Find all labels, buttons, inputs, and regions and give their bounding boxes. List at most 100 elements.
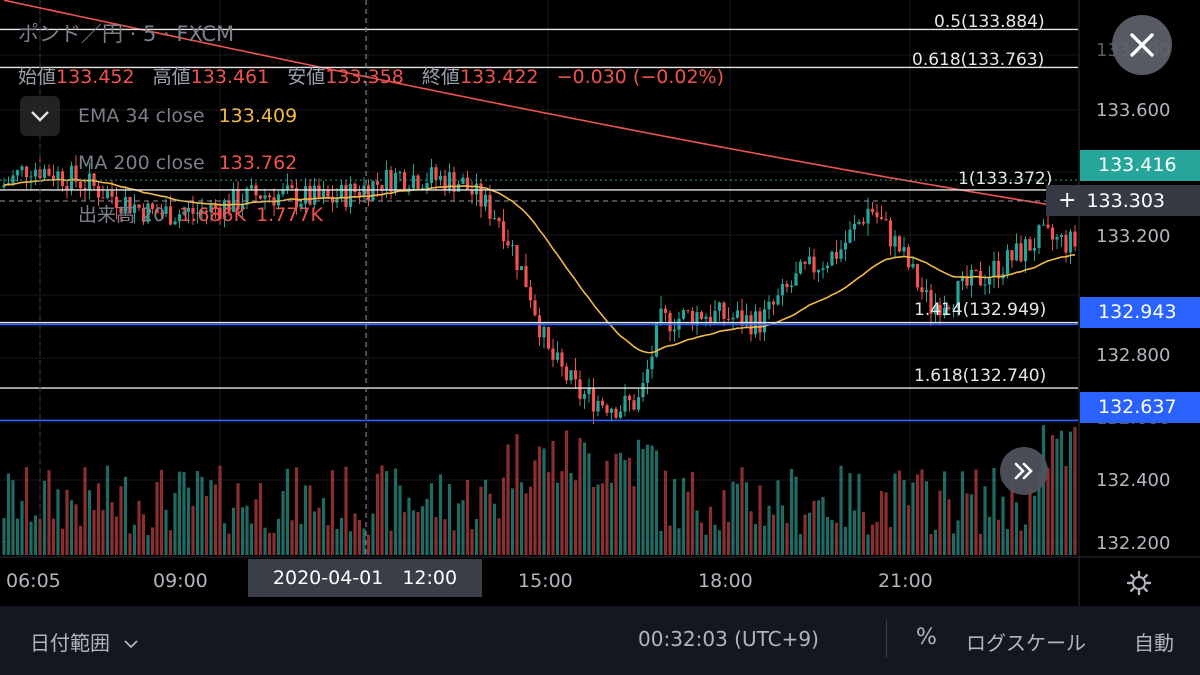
close-button[interactable] <box>1112 15 1172 75</box>
candle-body <box>960 275 965 282</box>
candle-body <box>731 317 735 320</box>
volume-bar <box>56 489 60 555</box>
volume-bar <box>380 465 384 555</box>
candle-body <box>222 200 227 219</box>
candle-body <box>321 190 326 198</box>
volume-bar <box>1005 529 1010 555</box>
volume-bar <box>155 482 159 555</box>
volume-bar <box>492 503 497 555</box>
volume-bar <box>312 511 317 555</box>
volume-bar <box>438 474 443 555</box>
candle-body <box>182 211 186 215</box>
scroll-to-latest-button[interactable] <box>1000 447 1048 495</box>
crosshair-price-tag[interactable]: +133.303 <box>1046 185 1200 216</box>
candle-body <box>821 268 825 270</box>
candle-body <box>173 221 177 225</box>
volume-bar <box>767 505 771 555</box>
candle-body <box>816 269 821 273</box>
volume-bar <box>479 486 483 555</box>
candle-body <box>686 310 690 312</box>
plus-icon: + <box>1058 188 1077 213</box>
clock-timezone[interactable]: 00:32:03 (UTC+9) <box>638 627 819 651</box>
volume-bar <box>974 469 978 555</box>
volume-bar <box>861 511 866 555</box>
volume-bar <box>465 479 470 555</box>
candle-body <box>695 312 699 326</box>
volume-bar <box>33 515 38 555</box>
ma-legend[interactable]: MA 200 close 133.762 <box>78 152 297 174</box>
volume-bar <box>839 465 843 555</box>
volume-bar <box>969 494 974 555</box>
volume-bar <box>69 500 74 555</box>
candle-body <box>456 183 461 192</box>
price-tick: 133.200 <box>1096 226 1171 247</box>
volume-bar <box>65 489 69 555</box>
candle-body <box>924 290 929 293</box>
volume-legend[interactable]: 出来高 20 1.686K 1.777K <box>78 200 323 227</box>
date-range-menu[interactable]: 日付範囲 <box>30 627 138 656</box>
candle-body <box>834 251 839 259</box>
candle-body <box>717 302 722 311</box>
volume-bar <box>321 498 326 555</box>
volume-bar <box>294 467 299 555</box>
volume-bar <box>447 484 452 555</box>
candle-body <box>659 308 663 323</box>
volume-bar <box>222 523 227 555</box>
candle-body <box>1068 231 1073 253</box>
candle-body <box>654 322 659 357</box>
collapse-legend-button[interactable] <box>20 96 60 136</box>
volume-bar <box>825 517 830 555</box>
candle-body <box>11 175 15 183</box>
low-label: 安値 <box>287 66 326 88</box>
candle-body <box>1046 224 1050 228</box>
hline-price-tag-upper: 132.943 <box>1080 297 1200 328</box>
volume-bar <box>713 524 717 555</box>
candle-body <box>587 387 591 395</box>
percent-scale-toggle[interactable]: % <box>916 625 937 650</box>
volume-bar <box>177 471 182 555</box>
candle-body <box>627 395 632 401</box>
fib-label-0-5: 0.5(133.884) <box>934 12 1045 32</box>
candle-body <box>582 394 587 399</box>
candle-body <box>942 307 947 316</box>
candle-body <box>1005 250 1010 274</box>
volume-bar <box>308 485 312 555</box>
candle-body <box>425 183 429 189</box>
volume-bar <box>510 488 515 555</box>
candle-body <box>303 185 308 204</box>
volume-bar <box>731 481 735 555</box>
crosshair <box>0 0 1078 556</box>
candle-body <box>726 318 731 320</box>
symbol-title[interactable]: ポンド／円 · 5 · FXCM <box>18 22 235 46</box>
auto-scale-toggle[interactable]: 自動 <box>1134 631 1174 655</box>
volume-bar <box>398 485 402 555</box>
candle-body <box>1010 250 1014 261</box>
candle-body <box>29 176 33 178</box>
volume-bar <box>717 530 722 555</box>
volume-bar <box>249 523 254 555</box>
volume-bar <box>551 441 555 555</box>
ema-legend[interactable]: EMA 34 close 133.409 <box>78 105 297 127</box>
candle-body <box>1019 243 1023 262</box>
candle-body <box>164 206 168 214</box>
gear-icon <box>1126 570 1152 596</box>
volume-bar <box>524 493 528 555</box>
candle-body <box>938 304 942 316</box>
candle-body <box>825 265 830 269</box>
candle-body <box>740 310 744 326</box>
candle-body <box>308 185 312 205</box>
candle-body <box>1037 225 1041 249</box>
volume-bar <box>978 533 983 555</box>
candle-body <box>47 168 51 176</box>
chart-settings-button[interactable] <box>1124 568 1154 598</box>
volume-bar <box>389 530 393 555</box>
time-tick: 18:00 <box>698 570 753 592</box>
volume-bar <box>236 483 240 555</box>
volume-bar <box>15 518 20 555</box>
volume-bar <box>470 529 474 555</box>
log-scale-toggle[interactable]: ログスケール <box>966 631 1086 655</box>
fib-label-1: 1(133.372) <box>958 169 1053 189</box>
candle-body <box>407 188 411 190</box>
volume-bar <box>605 460 609 555</box>
